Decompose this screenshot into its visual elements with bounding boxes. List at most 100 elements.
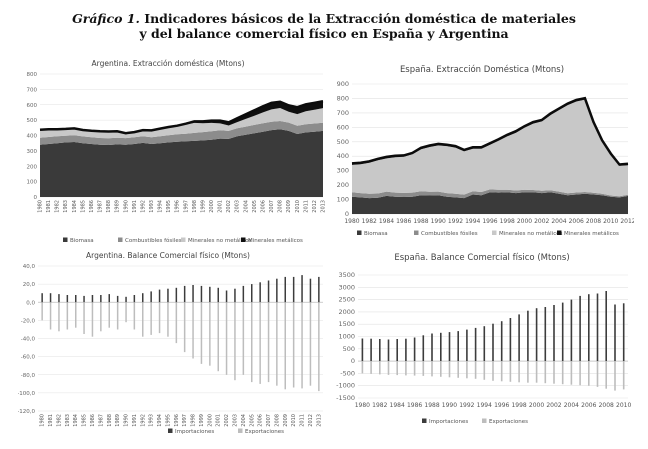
x-tick-label: 2000 xyxy=(207,414,213,427)
bar-exports xyxy=(125,302,127,323)
x-tick-label: 1998 xyxy=(511,402,526,409)
x-tick-label: 2006 xyxy=(569,218,584,225)
legend-label: Biomasa xyxy=(364,231,388,237)
bar-imports xyxy=(309,278,312,303)
x-tick-label: 1992 xyxy=(459,402,474,409)
x-tick-label: 1980 xyxy=(38,200,44,213)
bar-exports xyxy=(267,302,270,383)
legend-label: Importaciones xyxy=(175,429,214,435)
bar-exports xyxy=(91,302,94,337)
area-series-2 xyxy=(40,108,323,139)
x-tick-label: 2002 xyxy=(534,218,549,225)
x-tick-label: 1999 xyxy=(200,200,206,213)
bar-imports xyxy=(396,339,398,362)
x-tick-label: 2008 xyxy=(586,218,601,225)
bar-imports xyxy=(200,285,203,303)
legend-swatch xyxy=(181,237,186,242)
bar-imports xyxy=(361,338,364,362)
bar-exports xyxy=(535,361,538,383)
bar-exports xyxy=(379,361,381,375)
bar-exports xyxy=(413,361,416,376)
y-tick-label: -20,0 xyxy=(21,318,36,324)
area-series-2 xyxy=(352,99,628,197)
bar-exports xyxy=(183,302,186,353)
y-tick-label: 400 xyxy=(337,152,349,160)
legend-swatch xyxy=(414,230,419,235)
y-tick-label: -80,0 xyxy=(21,373,36,379)
bar-exports xyxy=(259,302,261,384)
x-tick-label: 2004 xyxy=(243,200,249,213)
y-tick-label: 200 xyxy=(27,164,38,170)
bar-exports xyxy=(100,302,102,332)
bar-exports xyxy=(83,302,85,334)
bar-exports xyxy=(518,361,520,383)
y-tick-label: 800 xyxy=(337,94,349,102)
y-tick-label: 500 xyxy=(27,118,38,124)
bar-exports xyxy=(596,361,599,387)
x-tick-label: 2007 xyxy=(269,200,275,213)
bar-imports xyxy=(570,299,573,362)
x-tick-label: 2012 xyxy=(620,218,634,225)
x-tick-label: 2004 xyxy=(241,414,247,427)
x-tick-label: 1998 xyxy=(192,200,198,213)
bar-imports xyxy=(614,304,616,362)
y-tick-label: 400 xyxy=(27,134,38,140)
x-tick-label: 2010 xyxy=(291,414,297,427)
x-tick-label: 2012 xyxy=(308,414,314,427)
bar-imports xyxy=(457,331,459,362)
bar-exports xyxy=(41,302,43,321)
bar-imports xyxy=(284,276,286,303)
bar-exports xyxy=(209,302,211,366)
legend-swatch xyxy=(357,230,362,235)
y-tick-label: 800 xyxy=(27,72,38,78)
bar-exports xyxy=(509,361,512,382)
x-tick-label: 1980 xyxy=(40,414,46,427)
bar-exports xyxy=(142,302,144,337)
x-tick-label: 1980 xyxy=(355,402,370,409)
x-tick-label: 1983 xyxy=(65,414,71,427)
bar-imports xyxy=(58,294,60,303)
x-tick-label: 2010 xyxy=(603,218,618,225)
y-tick-label: 600 xyxy=(337,123,349,131)
legend-label: Minerales metálicos xyxy=(248,237,303,244)
bar-exports xyxy=(167,302,169,337)
legend-swatch xyxy=(168,428,173,433)
bar-imports xyxy=(75,295,77,303)
bar-imports xyxy=(544,307,547,362)
legend-swatch xyxy=(238,428,243,433)
area-series-0 xyxy=(352,192,628,214)
figure-title-prefix: Gráfico 1. xyxy=(72,11,140,26)
bar-exports xyxy=(108,302,110,328)
bar-exports xyxy=(457,361,459,378)
bar-exports xyxy=(431,361,433,377)
bar-imports xyxy=(192,285,194,303)
bar-imports xyxy=(622,303,625,362)
x-tick-label: 1988 xyxy=(424,402,439,409)
y-tick-label: 20,0 xyxy=(23,282,36,288)
area-top-outline xyxy=(351,96,629,166)
bar-imports xyxy=(422,335,425,362)
bar-imports xyxy=(41,293,43,303)
y-tick-label: 2500 xyxy=(338,296,355,304)
area-top-outline xyxy=(39,99,324,135)
legend-label: Exportaciones xyxy=(245,429,284,435)
bar-imports xyxy=(440,332,442,362)
x-tick-label: 1984 xyxy=(73,414,79,427)
bar-exports xyxy=(474,361,477,379)
x-tick-label: 2009 xyxy=(283,414,289,427)
y-tick-label: -40,0 xyxy=(21,337,36,343)
spain-extraction-chart: España. Extracción Doméstica (Mtons) 0 100… xyxy=(332,52,634,244)
bar-exports xyxy=(49,302,52,330)
bar-imports xyxy=(251,284,253,303)
bar-imports xyxy=(183,285,186,303)
bar-exports xyxy=(116,302,119,330)
legend-label: Minerales metálicos xyxy=(564,230,619,237)
argentina-extraction-chart: Argentina. Extracción doméstica (Mtons) 0… xyxy=(18,52,330,249)
bar-exports xyxy=(292,302,295,388)
legend-label: Combustibles fósiles xyxy=(421,230,478,237)
x-tick-label: 2006 xyxy=(260,200,266,213)
argentina-trade-balance-chart: Argentina. Balance Comercial físico (Mto… xyxy=(18,248,330,442)
legend-label: Minerales no metálicos xyxy=(188,237,252,244)
legend-label: Biomasa xyxy=(70,238,94,244)
bar-imports xyxy=(66,295,69,303)
